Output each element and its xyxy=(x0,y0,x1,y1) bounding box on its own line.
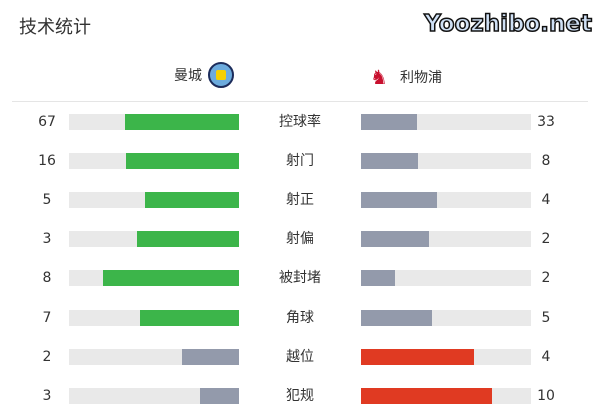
away-value: 8 xyxy=(541,153,551,170)
stat-label: 射正 xyxy=(286,192,314,209)
home-bar-fill xyxy=(199,387,239,404)
stat-label: 角球 xyxy=(286,309,314,326)
home-bar-fill xyxy=(139,309,239,326)
stat-row: 2 越位 4 xyxy=(0,348,600,365)
stat-row: 5 射正 4 xyxy=(0,192,600,209)
home-value: 3 xyxy=(42,231,52,248)
home-value: 7 xyxy=(42,309,52,326)
home-team-name: 曼城 xyxy=(174,68,202,84)
home-bar-fill xyxy=(137,231,239,248)
home-bar xyxy=(69,153,239,170)
home-value: 2 xyxy=(42,348,52,365)
stat-row: 16 射门 8 xyxy=(0,153,600,170)
away-value: 33 xyxy=(537,114,555,130)
away-bar xyxy=(361,192,531,209)
stat-row: 67 控球率 33 xyxy=(0,114,600,130)
stat-row: 7 角球 5 xyxy=(0,309,600,326)
away-bar-fill xyxy=(361,348,475,365)
home-bar-fill xyxy=(125,153,239,170)
home-value: 5 xyxy=(42,192,52,209)
away-bar xyxy=(361,231,531,248)
home-team: 曼城 xyxy=(174,62,234,88)
home-bar xyxy=(69,231,239,248)
home-bar xyxy=(69,270,239,287)
home-bar xyxy=(69,387,239,404)
away-value: 2 xyxy=(541,231,551,248)
stat-row: 3 犯规 10 xyxy=(0,387,600,404)
away-team-name: 利物浦 xyxy=(400,70,442,86)
stat-label: 射偏 xyxy=(286,231,314,248)
away-team: ♞ 利物浦 xyxy=(370,62,442,92)
away-bar-fill xyxy=(361,270,395,287)
home-bar-fill xyxy=(103,270,239,287)
away-value: 10 xyxy=(537,387,555,404)
away-bar xyxy=(361,270,531,287)
home-value: 8 xyxy=(42,270,52,287)
away-bar-fill xyxy=(361,231,429,248)
away-bar-fill xyxy=(361,153,418,170)
home-value: 3 xyxy=(42,387,52,404)
away-value: 2 xyxy=(541,270,551,287)
stat-label: 犯规 xyxy=(286,387,314,404)
page-title: 技术统计 xyxy=(19,17,91,38)
stat-row: 3 射偏 2 xyxy=(0,231,600,248)
stat-row: 8 被封堵 2 xyxy=(0,270,600,287)
liverpool-logo-icon: ♞ xyxy=(370,65,388,89)
home-bar xyxy=(69,114,239,130)
away-value: 5 xyxy=(541,309,551,326)
home-value: 67 xyxy=(38,114,56,130)
home-bar xyxy=(69,348,239,365)
stat-label: 被封堵 xyxy=(279,270,321,287)
home-bar xyxy=(69,192,239,209)
away-bar-fill xyxy=(361,309,432,326)
away-bar xyxy=(361,114,531,130)
home-bar-fill xyxy=(125,114,239,130)
home-bar xyxy=(69,309,239,326)
stat-label: 越位 xyxy=(286,348,314,365)
away-bar-fill xyxy=(361,192,437,209)
away-bar xyxy=(361,153,531,170)
watermark: Yoozhibo.net xyxy=(423,10,592,38)
stat-label: 射门 xyxy=(286,153,314,170)
away-value: 4 xyxy=(541,348,551,365)
home-bar-fill xyxy=(144,192,239,209)
away-bar-fill xyxy=(361,387,492,404)
divider xyxy=(12,101,588,102)
away-bar xyxy=(361,309,531,326)
manchester-city-logo-icon xyxy=(208,62,234,88)
stat-label: 控球率 xyxy=(279,114,321,130)
away-bar xyxy=(361,348,531,365)
away-value: 4 xyxy=(541,192,551,209)
away-bar xyxy=(361,387,531,404)
home-value: 16 xyxy=(38,153,56,170)
away-bar-fill xyxy=(361,114,418,130)
home-bar-fill xyxy=(182,348,239,365)
